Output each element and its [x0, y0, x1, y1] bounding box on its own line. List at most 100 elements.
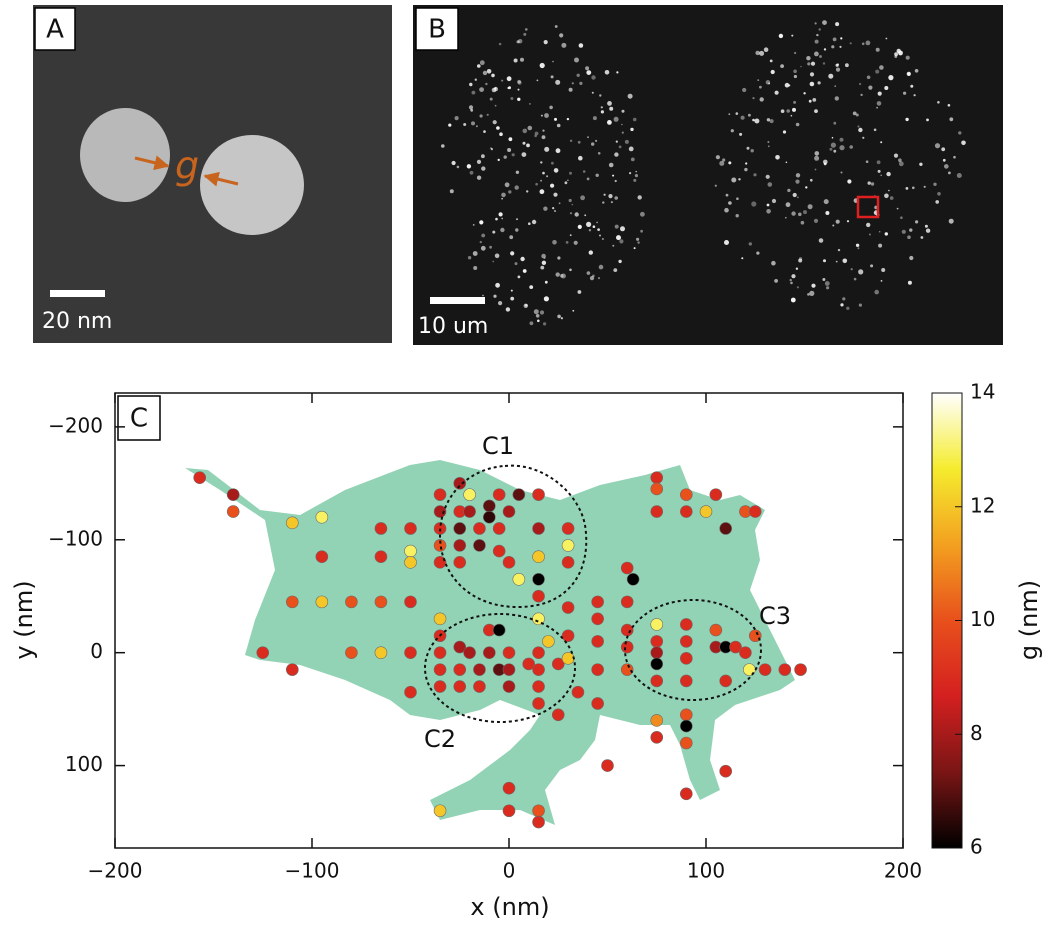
- spot: [501, 217, 504, 220]
- spot: [876, 101, 882, 106]
- data-point: [374, 646, 388, 659]
- data-point: [679, 505, 693, 518]
- spot: [514, 185, 519, 190]
- spot: [822, 62, 826, 65]
- spot: [552, 207, 555, 210]
- spot: [860, 93, 863, 97]
- spot: [637, 195, 642, 200]
- data-point: [433, 539, 447, 552]
- spot: [859, 82, 862, 86]
- spot: [826, 286, 830, 290]
- spot: [555, 148, 561, 154]
- spot: [949, 117, 954, 122]
- spot: [920, 236, 924, 239]
- data-point: [794, 663, 807, 676]
- spot: [516, 218, 518, 221]
- spot: [754, 118, 760, 124]
- spot: [840, 171, 843, 174]
- x-tick-label: −200: [88, 859, 143, 883]
- spot: [587, 136, 589, 139]
- cluster-label: C2: [424, 725, 456, 753]
- spot: [500, 227, 505, 233]
- spot: [937, 192, 941, 196]
- spot: [492, 230, 496, 234]
- spot: [875, 69, 880, 74]
- data-point: [532, 488, 545, 501]
- spot: [832, 224, 835, 227]
- spot: [748, 242, 752, 246]
- highlight-box: [856, 195, 880, 219]
- spot: [520, 57, 524, 62]
- colorbar-tick-label: 10: [970, 607, 995, 631]
- x-axis-label: x (nm): [470, 893, 549, 921]
- spot: [564, 181, 568, 185]
- spot: [840, 303, 844, 307]
- spot: [926, 118, 929, 122]
- spot: [751, 201, 757, 207]
- spot: [506, 76, 512, 82]
- spot: [486, 69, 492, 74]
- spot: [612, 244, 615, 247]
- spot: [533, 309, 539, 315]
- spot: [835, 67, 841, 72]
- gap-arrow: [203, 171, 239, 187]
- spot: [790, 114, 793, 117]
- data-point: [561, 539, 575, 552]
- spot: [744, 167, 748, 172]
- spot: [565, 241, 569, 244]
- spot: [489, 147, 492, 150]
- spot: [715, 155, 721, 160]
- panel-a: g 20 nm A: [33, 5, 392, 343]
- spot: [746, 146, 750, 150]
- spot: [795, 267, 799, 270]
- data-point: [650, 646, 664, 659]
- spot: [541, 135, 546, 140]
- spot: [620, 226, 625, 232]
- spot: [719, 160, 725, 166]
- spot: [740, 115, 745, 120]
- data-point: [315, 510, 329, 524]
- spot: [759, 97, 764, 102]
- spot: [900, 216, 903, 219]
- data-point: [285, 595, 299, 609]
- spot: [498, 301, 503, 306]
- spot: [725, 193, 729, 197]
- spot: [629, 172, 632, 175]
- spot: [576, 73, 580, 78]
- gap-label: g: [175, 144, 199, 188]
- spot: [730, 129, 734, 133]
- spot: [795, 179, 800, 184]
- spot: [876, 106, 878, 109]
- spot: [479, 240, 482, 244]
- spot: [818, 28, 821, 31]
- spot: [880, 174, 882, 177]
- spot: [540, 265, 545, 270]
- data-point: [561, 522, 575, 535]
- spot: [942, 158, 946, 162]
- data-point: [492, 488, 506, 501]
- spot: [599, 234, 601, 237]
- spot: [953, 155, 956, 159]
- data-point: [463, 646, 476, 659]
- spot: [529, 103, 531, 105]
- spot: [596, 221, 598, 224]
- spot: [858, 127, 863, 133]
- spot: [735, 214, 739, 218]
- spot: [765, 80, 771, 85]
- spot: [501, 192, 506, 198]
- data-point: [591, 612, 604, 626]
- data-point: [345, 646, 358, 659]
- spot: [884, 86, 889, 90]
- spot: [790, 281, 793, 285]
- x-tick-label: 200: [884, 859, 922, 883]
- spot: [924, 224, 928, 228]
- data-point: [226, 488, 240, 501]
- spot: [481, 154, 485, 159]
- spot: [536, 79, 539, 82]
- spot: [543, 322, 547, 326]
- data-point: [591, 635, 604, 648]
- spot: [577, 224, 582, 229]
- spot: [791, 274, 796, 279]
- scale-bar: [50, 290, 105, 297]
- spot: [910, 84, 914, 88]
